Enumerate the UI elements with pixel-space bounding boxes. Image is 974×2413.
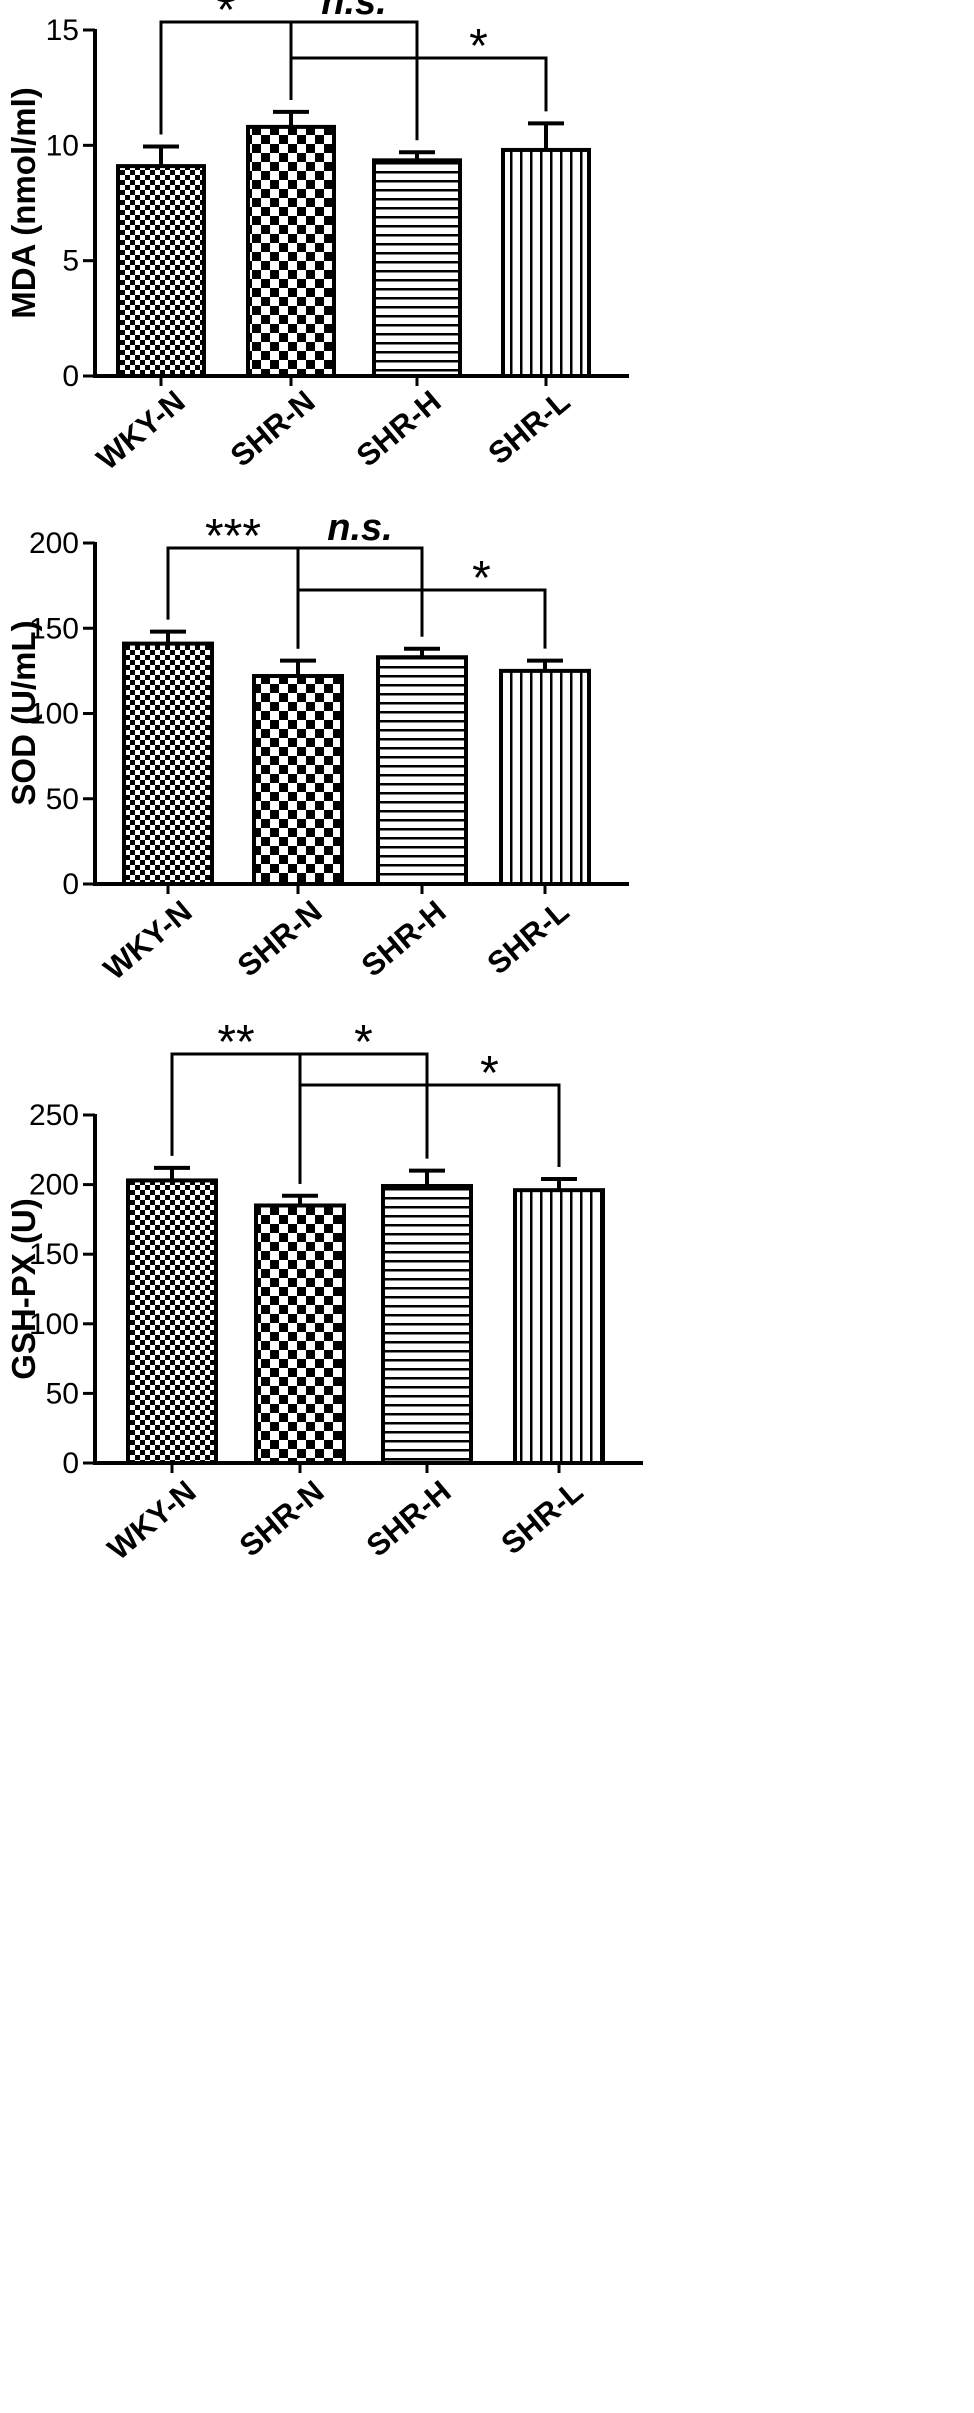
y-tick-label: 50 <box>46 783 79 816</box>
significance-bracket <box>289 20 419 141</box>
y-tick-label: 15 <box>46 14 79 47</box>
bar <box>499 668 591 886</box>
category-label: SHR-H <box>360 1474 458 1564</box>
y-tick-label: 50 <box>46 1377 79 1410</box>
significance-label: ** <box>217 1016 254 1069</box>
bar <box>513 1188 605 1465</box>
y-tick-label: 0 <box>62 1447 79 1480</box>
category-label: SHR-L <box>494 1474 589 1562</box>
significance-bracket <box>166 546 300 649</box>
significance-bracket <box>296 546 424 649</box>
category-label: SHR-H <box>350 384 448 474</box>
significance-label: n.s. <box>327 507 392 549</box>
significance-bracket <box>170 1052 302 1184</box>
y-tick-label: 200 <box>29 527 79 560</box>
significance-label: * <box>469 20 488 73</box>
category-label: SHR-N <box>224 384 322 474</box>
bar <box>116 164 206 378</box>
y-tick-label: 150 <box>29 1238 79 1271</box>
bar <box>252 673 344 886</box>
y-tick-label: 250 <box>29 1099 79 1132</box>
significance-bracket <box>296 588 547 649</box>
significance-label: *** <box>205 510 261 563</box>
category-label: SHR-L <box>480 894 575 982</box>
significance-label: * <box>480 1047 499 1100</box>
bar <box>126 1178 218 1465</box>
significance-label: * <box>217 0 236 37</box>
bar <box>381 1183 473 1465</box>
significance-label: * <box>354 1016 373 1069</box>
chart-panel: 0 50 100 150 200 250 GSH-PX (U) WKY-N SHR-N SHR-H… <box>5 1016 643 1567</box>
chart-panel: 0 50 100 150 200 SOD (U/mL) WKY-N SHR-N SHR-H SHR… <box>5 507 629 987</box>
bar <box>122 641 214 886</box>
y-tick-label: 10 <box>46 129 79 162</box>
significance-bracket <box>298 1052 429 1184</box>
y-axis-title: MDA (nmol/ml) <box>5 87 42 319</box>
y-axis-title: GSH-PX (U) <box>5 1198 42 1380</box>
bar <box>246 124 336 378</box>
category-label: WKY-N <box>90 384 192 477</box>
category-label: SHR-L <box>481 384 576 472</box>
significance-bracket <box>298 1083 561 1184</box>
significance-label: * <box>472 552 491 605</box>
bar <box>254 1203 346 1465</box>
category-label: SHR-H <box>355 894 453 984</box>
y-axis-title: SOD (U/mL) <box>5 620 42 805</box>
category-label: SHR-N <box>231 894 329 984</box>
chart-panel: 0 5 10 15 MDA (nmol/ml) WKY-N SHR-N SHR-H SHR-L *… <box>5 0 629 477</box>
y-tick-label: 150 <box>29 612 79 645</box>
bar <box>501 147 591 378</box>
significance-bracket <box>289 56 548 112</box>
bar <box>372 158 462 378</box>
significance-label: n.s. <box>321 0 386 23</box>
category-label: WKY-N <box>97 894 199 987</box>
y-tick-label: 200 <box>29 1169 79 1202</box>
y-tick-label: 100 <box>29 1308 79 1341</box>
significance-bracket <box>159 20 293 135</box>
category-label: SHR-N <box>233 1474 331 1564</box>
category-label: WKY-N <box>101 1474 203 1567</box>
y-tick-label: 0 <box>62 868 79 901</box>
y-tick-label: 5 <box>62 245 79 278</box>
bar <box>376 655 468 886</box>
y-tick-label: 100 <box>29 698 79 731</box>
y-tick-label: 0 <box>62 360 79 393</box>
